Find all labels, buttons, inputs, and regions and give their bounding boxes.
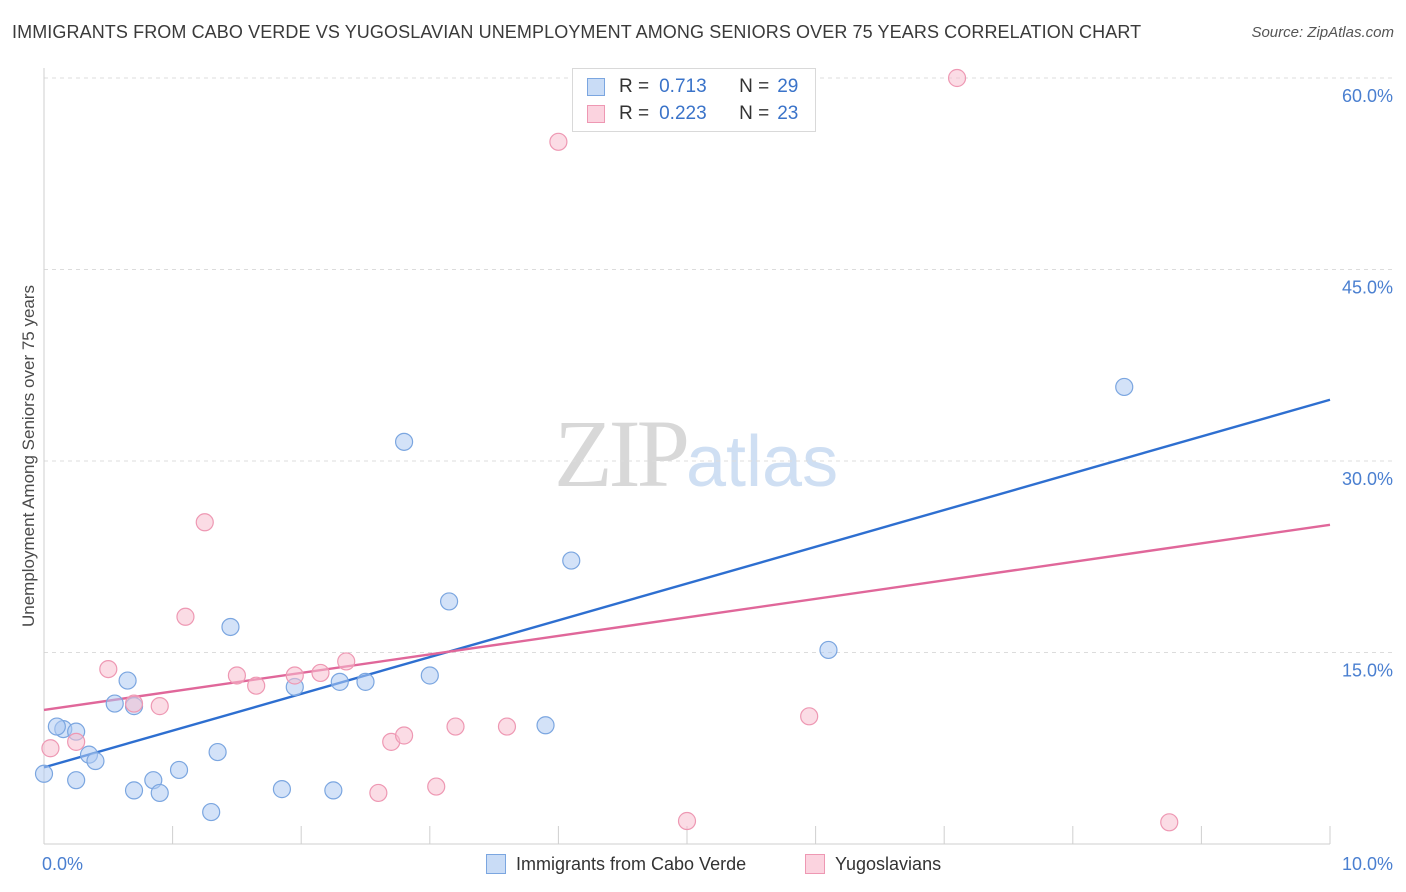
bottom-legend-label-pink: Yugoslavians <box>835 853 942 874</box>
data-point-pink <box>176 607 195 626</box>
data-point-pink <box>369 783 388 803</box>
data-point-pink <box>394 726 414 745</box>
data-point-pink <box>124 694 144 713</box>
data-point-pink <box>947 68 967 88</box>
correlation-legend: R = 0.713 N = 29 R = 0.223 N = 23 <box>572 68 816 132</box>
data-point-pink <box>41 739 60 758</box>
data-point-blue <box>221 617 240 637</box>
y-tick-label: 30.0% <box>1342 469 1393 489</box>
legend-r-label: R = <box>619 103 650 124</box>
data-point-pink <box>446 717 465 736</box>
data-point-blue <box>1115 377 1134 397</box>
data-point-pink <box>800 707 819 726</box>
data-point-pink <box>67 732 86 751</box>
y-tick-label: 45.0% <box>1342 278 1393 298</box>
grid <box>44 77 1392 653</box>
data-point-pink <box>337 652 356 671</box>
watermark-atlas: atlas <box>686 422 839 502</box>
data-point-blue <box>819 640 838 660</box>
x-tick-label: 0.0% <box>42 854 83 874</box>
bottom-legend-pink: Yugoslavians <box>805 851 941 877</box>
data-point-blue <box>420 666 439 685</box>
data-point-pink <box>247 676 266 695</box>
legend-row-blue: R = 0.713 N = 29 <box>587 74 798 100</box>
legend-n-value-blue: 29 <box>777 76 799 97</box>
data-point-blue <box>105 694 124 713</box>
data-point-blue <box>356 672 375 691</box>
y-tick-label: 15.0% <box>1342 661 1393 681</box>
data-point-pink <box>497 717 517 736</box>
data-point-blue <box>124 781 144 800</box>
data-point-pink <box>150 697 169 716</box>
legend-swatch-pink <box>587 105 605 123</box>
legend-row-pink: R = 0.223 N = 23 <box>587 101 798 127</box>
data-point-blue <box>536 716 555 735</box>
data-point-blue <box>67 771 86 790</box>
data-point-blue <box>202 802 221 822</box>
data-point-blue <box>47 717 66 736</box>
x-tick-label: 10.0% <box>1342 854 1393 874</box>
axes <box>43 68 1331 845</box>
data-point-blue <box>118 671 137 690</box>
data-point-blue <box>86 751 105 771</box>
watermark: ZIPatlas <box>554 398 838 509</box>
legend-n-label: N = <box>739 76 770 97</box>
watermark-zip: ZIP <box>554 400 690 507</box>
chart-title: IMMIGRANTS FROM CABO VERDE VS YUGOSLAVIA… <box>12 22 1142 42</box>
bottom-legend-swatch-pink <box>805 854 825 874</box>
legend-r-value-pink: 0.223 <box>659 103 707 124</box>
data-point-pink <box>227 666 246 685</box>
data-point-pink <box>427 777 446 796</box>
data-point-blue <box>272 780 292 799</box>
data-points <box>34 68 1179 832</box>
legend-n-label: N = <box>739 103 770 124</box>
legend-swatch-blue <box>587 78 605 96</box>
legend-r-value-blue: 0.713 <box>659 76 707 97</box>
data-point-blue <box>330 672 349 691</box>
data-point-blue <box>562 551 581 570</box>
trend-lines <box>43 398 1331 769</box>
data-point-pink <box>195 513 214 532</box>
data-point-pink <box>549 132 568 151</box>
data-point-blue <box>34 764 54 783</box>
data-point-pink <box>1160 813 1179 832</box>
legend-n-value-pink: 23 <box>777 103 799 124</box>
tick-labels: 15.0% 30.0% 45.0% 60.0% 0.0% 10.0% <box>42 86 1393 874</box>
y-axis-label: Unemployment Among Seniors over 75 years <box>19 285 38 627</box>
bottom-legend-blue: Immigrants from Cabo Verde <box>486 851 746 877</box>
data-point-pink <box>311 663 330 683</box>
bottom-legend-swatch-blue <box>486 854 506 874</box>
data-point-pink <box>677 811 697 831</box>
source-label: Source: ZipAtlas.com <box>1251 24 1394 41</box>
trend-line-blue <box>43 398 1331 769</box>
data-point-pink <box>285 666 304 685</box>
data-point-blue <box>324 781 343 800</box>
data-point-blue <box>394 432 414 451</box>
data-point-blue <box>150 783 169 803</box>
data-point-blue <box>169 760 189 780</box>
y-tick-label: 60.0% <box>1342 86 1393 106</box>
data-point-pink <box>99 659 118 679</box>
data-point-blue <box>439 592 459 611</box>
data-point-blue <box>208 742 227 762</box>
legend-r-label: R = <box>619 76 650 97</box>
bottom-legend-label-blue: Immigrants from Cabo Verde <box>516 853 747 874</box>
